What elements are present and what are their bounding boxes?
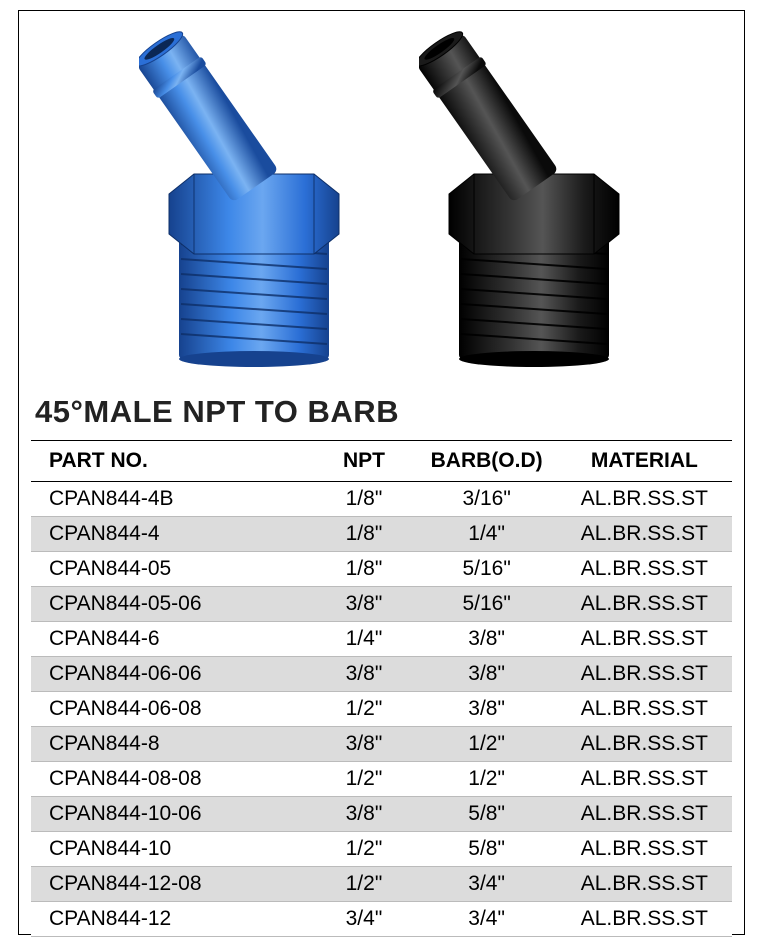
cell-material: AL.BR.SS.ST xyxy=(557,657,732,692)
table-row: CPAN844-08-081/2"1/2"AL.BR.SS.ST xyxy=(31,762,732,797)
table-row: CPAN844-06-081/2"3/8"AL.BR.SS.ST xyxy=(31,692,732,727)
cell-npt: 3/4" xyxy=(311,902,416,937)
cell-material: AL.BR.SS.ST xyxy=(557,797,732,832)
cell-barb: 1/4" xyxy=(417,517,557,552)
table-row: CPAN844-051/8"5/16"AL.BR.SS.ST xyxy=(31,552,732,587)
cell-material: AL.BR.SS.ST xyxy=(557,587,732,622)
table-row: CPAN844-10-063/8"5/8"AL.BR.SS.ST xyxy=(31,797,732,832)
table-row: CPAN844-123/4"3/4"AL.BR.SS.ST xyxy=(31,902,732,937)
header-barb: BARB(O.D) xyxy=(417,441,557,482)
cell-npt: 1/8" xyxy=(311,517,416,552)
cell-material: AL.BR.SS.ST xyxy=(557,762,732,797)
cell-material: AL.BR.SS.ST xyxy=(557,867,732,902)
cell-part: CPAN844-4 xyxy=(31,517,311,552)
cell-npt: 3/8" xyxy=(311,587,416,622)
cell-npt: 1/8" xyxy=(311,552,416,587)
blue-fitting-icon xyxy=(139,29,369,369)
cell-barb: 5/16" xyxy=(417,587,557,622)
cell-material: AL.BR.SS.ST xyxy=(557,832,732,867)
cell-part: CPAN844-10 xyxy=(31,832,311,867)
cell-npt: 3/8" xyxy=(311,797,416,832)
cell-barb: 1/2" xyxy=(417,762,557,797)
cell-npt: 3/8" xyxy=(311,657,416,692)
cell-material: AL.BR.SS.ST xyxy=(557,482,732,517)
table-row: CPAN844-101/2"5/8"AL.BR.SS.ST xyxy=(31,832,732,867)
cell-part: CPAN844-05 xyxy=(31,552,311,587)
cell-part: CPAN844-12-08 xyxy=(31,867,311,902)
cell-part: CPAN844-06-08 xyxy=(31,692,311,727)
cell-part: CPAN844-06-06 xyxy=(31,657,311,692)
cell-barb: 3/8" xyxy=(417,622,557,657)
cell-part: CPAN844-6 xyxy=(31,622,311,657)
cell-barb: 1/2" xyxy=(417,727,557,762)
table-row: CPAN844-83/8"1/2"AL.BR.SS.ST xyxy=(31,727,732,762)
product-title: 45°MALE NPT TO BARB xyxy=(19,386,744,440)
table-row: CPAN844-06-063/8"3/8"AL.BR.SS.ST xyxy=(31,657,732,692)
cell-material: AL.BR.SS.ST xyxy=(557,552,732,587)
cell-part: CPAN844-08-08 xyxy=(31,762,311,797)
table-header-row: PART NO. NPT BARB(O.D) MATERIAL xyxy=(31,441,732,482)
cell-material: AL.BR.SS.ST xyxy=(557,727,732,762)
cell-material: AL.BR.SS.ST xyxy=(557,902,732,937)
cell-material: AL.BR.SS.ST xyxy=(557,517,732,552)
cell-material: AL.BR.SS.ST xyxy=(557,692,732,727)
cell-part: CPAN844-05-06 xyxy=(31,587,311,622)
cell-npt: 1/2" xyxy=(311,692,416,727)
cell-npt: 1/2" xyxy=(311,832,416,867)
cell-part: CPAN844-12 xyxy=(31,902,311,937)
cell-npt: 3/8" xyxy=(311,727,416,762)
cell-part: CPAN844-10-06 xyxy=(31,797,311,832)
spec-table: PART NO. NPT BARB(O.D) MATERIAL CPAN844-… xyxy=(31,440,732,937)
cell-npt: 1/2" xyxy=(311,762,416,797)
cell-part: CPAN844-8 xyxy=(31,727,311,762)
cell-npt: 1/2" xyxy=(311,867,416,902)
table-row: CPAN844-41/8"1/4"AL.BR.SS.ST xyxy=(31,517,732,552)
cell-barb: 5/8" xyxy=(417,832,557,867)
header-part: PART NO. xyxy=(31,441,311,482)
black-fitting-icon xyxy=(419,29,649,369)
cell-barb: 3/8" xyxy=(417,692,557,727)
cell-barb: 3/4" xyxy=(417,902,557,937)
header-npt: NPT xyxy=(311,441,416,482)
product-image-area xyxy=(19,11,744,386)
cell-npt: 1/8" xyxy=(311,482,416,517)
cell-barb: 3/16" xyxy=(417,482,557,517)
table-body: CPAN844-4B1/8"3/16"AL.BR.SS.STCPAN844-41… xyxy=(31,482,732,937)
header-material: MATERIAL xyxy=(557,441,732,482)
cell-part: CPAN844-4B xyxy=(31,482,311,517)
cell-barb: 5/8" xyxy=(417,797,557,832)
table-row: CPAN844-4B1/8"3/16"AL.BR.SS.ST xyxy=(31,482,732,517)
product-frame: 45°MALE NPT TO BARB PART NO. NPT BARB(O.… xyxy=(18,10,745,935)
cell-barb: 3/4" xyxy=(417,867,557,902)
cell-material: AL.BR.SS.ST xyxy=(557,622,732,657)
cell-npt: 1/4" xyxy=(311,622,416,657)
table-row: CPAN844-05-063/8"5/16"AL.BR.SS.ST xyxy=(31,587,732,622)
cell-barb: 3/8" xyxy=(417,657,557,692)
cell-barb: 5/16" xyxy=(417,552,557,587)
table-row: CPAN844-61/4"3/8"AL.BR.SS.ST xyxy=(31,622,732,657)
table-row: CPAN844-12-081/2"3/4"AL.BR.SS.ST xyxy=(31,867,732,902)
